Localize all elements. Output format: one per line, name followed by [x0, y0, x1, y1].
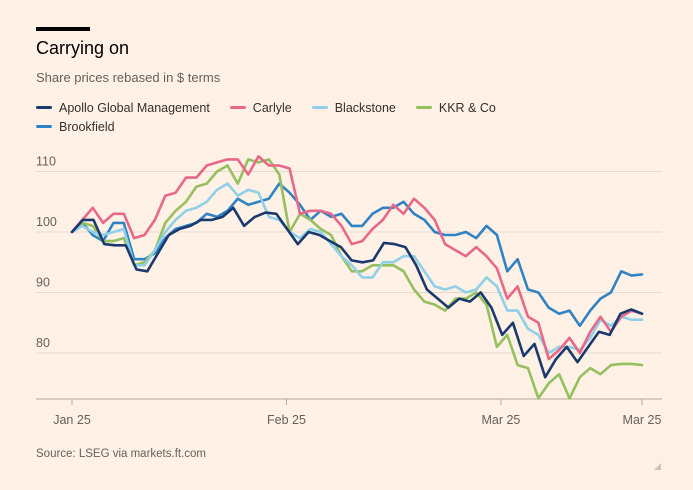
source-note: Source: LSEG via markets.ft.com: [36, 448, 207, 460]
x-tick-label: Jan 25: [53, 413, 91, 427]
legend-label: Brookfield: [59, 119, 115, 134]
x-tick-label: Feb 25: [267, 413, 306, 427]
x-tick-label: Mar 25: [623, 413, 662, 427]
series-line: [70, 182, 644, 355]
legend-label: KKR & Co: [438, 100, 496, 115]
legend-label: Carlyle: [252, 100, 292, 115]
chart-title: Carrying on: [36, 38, 130, 58]
legend-item: KKR & Co: [415, 98, 496, 117]
legend: Apollo Global Management Carlyle Blackston…: [36, 98, 596, 136]
series-line: [70, 158, 644, 400]
chart-subtitle: Share prices rebased in $ terms: [36, 70, 221, 85]
title-accent-bar: [36, 27, 90, 31]
legend-item: Carlyle: [229, 98, 292, 117]
corner-mark: [654, 463, 661, 470]
legend-swatch: [415, 106, 432, 109]
legend-swatch: [311, 106, 328, 109]
y-tick-label: 100: [36, 215, 57, 229]
y-tick-label: 110: [36, 155, 56, 169]
x-tick-label: Mar 25: [481, 413, 520, 427]
legend-swatch: [36, 125, 52, 128]
legend-item: Blackstone: [311, 98, 396, 117]
y-tick-label: 90: [36, 276, 50, 290]
series-line: [70, 206, 644, 379]
legend-label: Apollo Global Management: [59, 100, 210, 115]
series-line: [70, 155, 644, 361]
legend-label: Blackstone: [334, 100, 396, 115]
legend-swatch: [229, 106, 246, 109]
legend-item: Brookfield: [36, 117, 115, 136]
legend-item: Apollo Global Management: [36, 98, 210, 117]
y-tick-label: 80: [36, 336, 50, 350]
legend-swatch: [36, 106, 52, 109]
